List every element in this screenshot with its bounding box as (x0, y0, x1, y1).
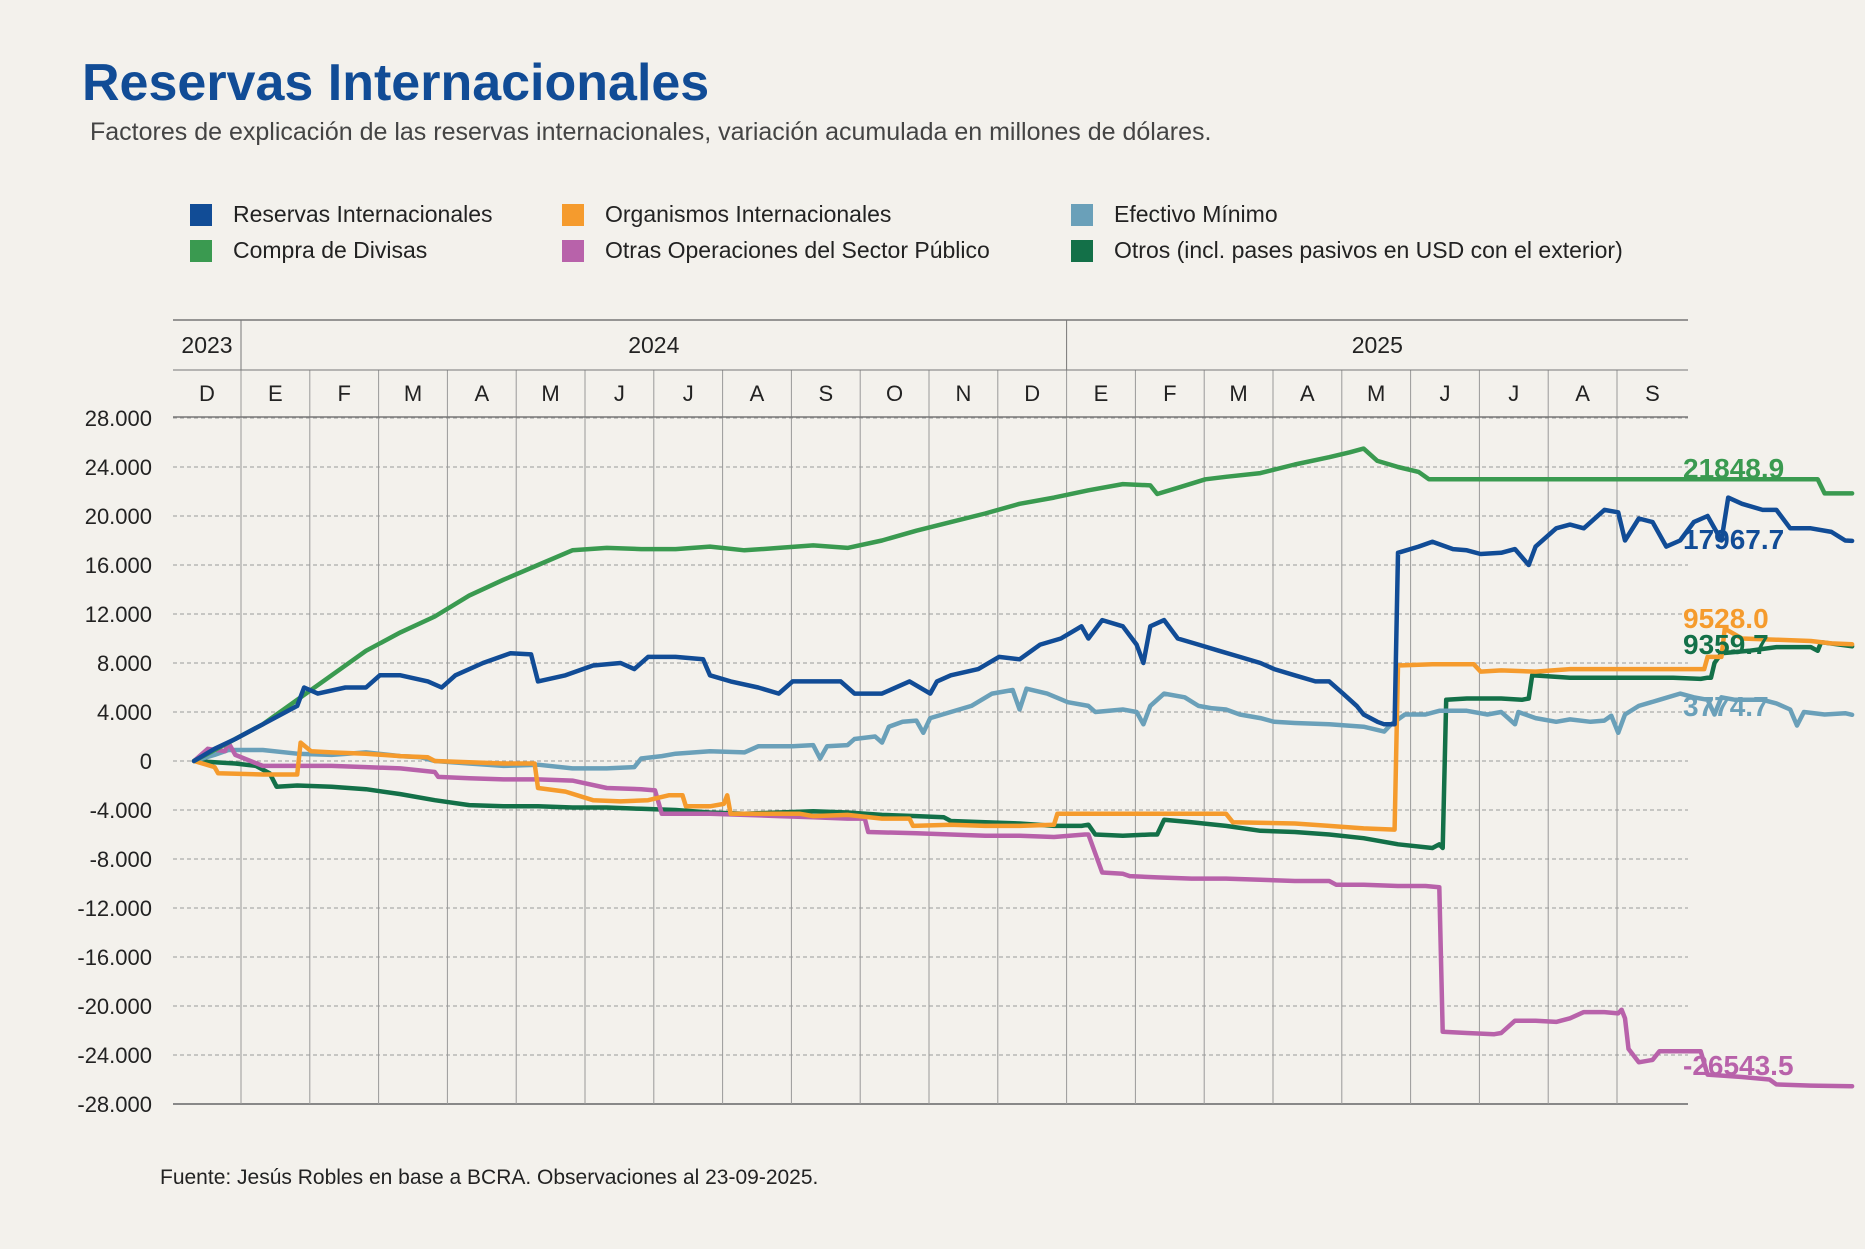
month-label: J (1440, 381, 1451, 406)
month-label: M (1367, 381, 1385, 406)
month-label: F (1163, 381, 1176, 406)
series-line (191, 740, 1855, 1089)
y-tick-label: -12.000 (77, 896, 152, 921)
time-axis-header: D E F M A M J J A S O N D E F M A M J J A S 2023 2024 2025 (173, 319, 1688, 418)
y-tick-label: 28.000 (85, 406, 152, 431)
legend-label: Compra de Divisas (233, 237, 427, 263)
legend-swatch (190, 240, 212, 262)
end-value-label: 9528.0 (1683, 603, 1769, 634)
y-tick-label: -4.000 (90, 798, 152, 823)
y-tick-label: -8.000 (90, 847, 152, 872)
month-label: O (886, 381, 903, 406)
legend: Reservas Internacionales Compra de Divisa… (190, 201, 1623, 263)
month-label: S (818, 381, 833, 406)
month-label: A (1300, 381, 1315, 406)
chart-title: Reservas Internacionales (82, 54, 709, 112)
y-tick-label: 12.000 (85, 602, 152, 627)
end-labels: 17967.7 21848.9 9528.0 -26543.5 3774.7 9359.7 (1683, 453, 1794, 1081)
month-label: J (614, 381, 625, 406)
y-tick-label: -20.000 (77, 994, 152, 1019)
end-value-label: 17967.7 (1683, 524, 1784, 555)
y-tick-label: 0 (140, 749, 152, 774)
legend-swatch (190, 204, 212, 226)
year-label: 2024 (628, 332, 679, 358)
month-label: E (1094, 381, 1109, 406)
legend-swatch (562, 240, 584, 262)
y-tick-label: -28.000 (77, 1092, 152, 1117)
month-label: N (955, 381, 971, 406)
legend-swatch (1071, 240, 1093, 262)
legend-label: Efectivo Mínimo (1114, 201, 1278, 227)
month-label: M (1229, 381, 1247, 406)
month-label: A (474, 381, 489, 406)
end-value-label: 3774.7 (1683, 691, 1769, 722)
y-tick-label: 16.000 (85, 553, 152, 578)
legend-label: Otros (incl. pases pasivos en USD con el… (1114, 237, 1623, 263)
month-label: J (1508, 381, 1519, 406)
y-tick-label: 8.000 (97, 651, 152, 676)
year-label: 2023 (181, 332, 232, 358)
month-label: D (199, 381, 215, 406)
source-note: Fuente: Jesús Robles en base a BCRA. Obs… (160, 1166, 818, 1189)
end-value-label: 21848.9 (1683, 453, 1784, 484)
series-line (191, 639, 1855, 851)
y-tick-label: -16.000 (77, 945, 152, 970)
legend-label: Organismos Internacionales (605, 201, 891, 227)
series-line (191, 446, 1855, 764)
legend-swatch (562, 204, 584, 226)
y-tick-label: -24.000 (77, 1043, 152, 1068)
month-label: D (1024, 381, 1040, 406)
month-label: S (1645, 381, 1660, 406)
month-label: E (268, 381, 283, 406)
month-label: A (1575, 381, 1590, 406)
series-line (191, 686, 1855, 771)
month-label: A (750, 381, 765, 406)
y-tick-label: 20.000 (85, 504, 152, 529)
y-tick-label: 4.000 (97, 700, 152, 725)
series-lines (191, 446, 1855, 1089)
year-label: 2025 (1352, 332, 1403, 358)
series-line (191, 626, 1855, 832)
end-value-label: -26543.5 (1683, 1050, 1794, 1081)
legend-label: Reservas Internacionales (233, 201, 493, 227)
legend-label: Otras Operaciones del Sector Público (605, 237, 990, 263)
month-label: M (404, 381, 422, 406)
month-label: F (337, 381, 350, 406)
month-label: M (541, 381, 559, 406)
y-axis: -28.000 -24.000 -20.000 -16.000 -12.000 -8.00… (77, 406, 152, 1117)
series-line (191, 495, 1855, 764)
month-label: J (683, 381, 694, 406)
legend-swatch (1071, 204, 1093, 226)
y-tick-label: 24.000 (85, 455, 152, 480)
end-value-label: 9359.7 (1683, 629, 1769, 660)
chart-subtitle: Factores de explicación de las reservas … (90, 118, 1211, 146)
